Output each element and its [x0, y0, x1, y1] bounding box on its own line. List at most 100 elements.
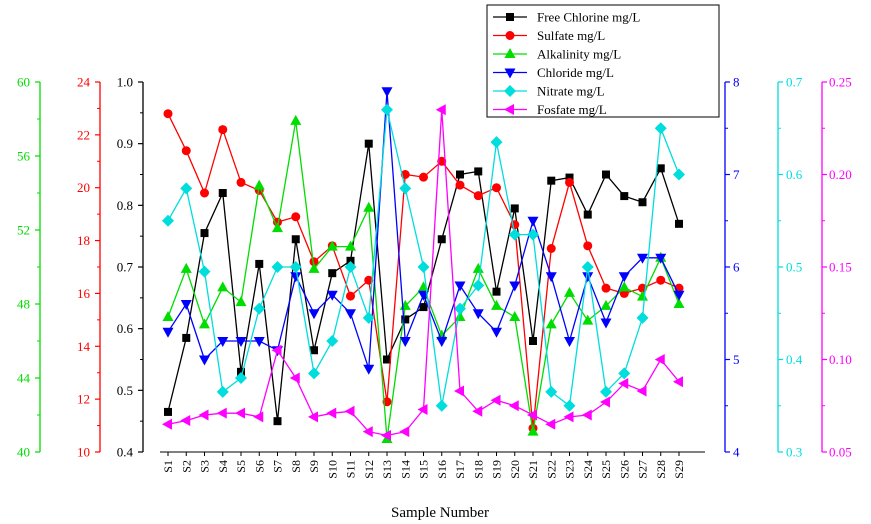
data-point-fc — [328, 269, 337, 278]
data-point-alk — [272, 222, 283, 233]
data-point-fc — [474, 167, 483, 176]
data-point-alk — [637, 290, 648, 301]
data-point-fos — [289, 372, 300, 384]
data-point-fos — [417, 403, 428, 415]
y-tick-label-nit: 0.4 — [786, 352, 803, 367]
x-tick-label: S14 — [398, 460, 412, 479]
y-tick-label-fc: 0.6 — [117, 321, 134, 336]
data-point-chl — [472, 309, 484, 320]
y-tick-label-alk: 48 — [17, 297, 30, 312]
x-tick-label: S25 — [599, 460, 613, 479]
x-tick-label: S26 — [617, 460, 631, 479]
x-tick-label: S6 — [252, 460, 266, 473]
x-tick-label: S21 — [526, 460, 540, 479]
x-tick-label: S9 — [307, 460, 321, 473]
y-tick-label-chl: 4 — [733, 445, 740, 460]
y-tick-label-fos: 0.25 — [829, 75, 852, 90]
data-point-sul — [546, 244, 556, 253]
y-tick-label-chl: 8 — [733, 75, 740, 90]
y-tick-label-fos: 0.15 — [829, 260, 852, 275]
data-point-nit — [508, 228, 521, 241]
data-point-alk — [509, 310, 521, 321]
data-point-fc — [675, 219, 683, 228]
data-point-alk — [162, 310, 174, 321]
y-tick-label-fc: 0.7 — [117, 260, 134, 275]
x-tick-label: S12 — [362, 460, 376, 479]
data-point-alk — [491, 299, 502, 310]
data-point-sul — [200, 188, 209, 198]
y-tick-label-fc: 0.9 — [117, 136, 133, 151]
data-point-alk — [600, 299, 612, 310]
data-point-nit — [545, 385, 558, 398]
x-tick-label: S23 — [563, 460, 577, 479]
data-point-sul — [181, 146, 191, 156]
data-point-nit — [308, 367, 320, 380]
x-tick-label: S13 — [380, 460, 394, 479]
x-tick-label: S7 — [271, 460, 285, 473]
data-point-chl — [290, 272, 302, 283]
data-point-chl — [253, 337, 265, 347]
data-point-alk — [363, 201, 375, 212]
data-point-nit — [581, 261, 594, 273]
data-point-chl — [454, 281, 466, 292]
y-tick-label-chl: 5 — [733, 352, 740, 367]
legend-label: Sulfate mg/L — [537, 28, 605, 43]
data-point-chl — [491, 327, 502, 338]
data-point-sul — [291, 212, 301, 222]
y-tick-label-sul: 10 — [77, 445, 90, 460]
data-point-alk — [290, 114, 302, 125]
data-point-sul — [218, 125, 228, 135]
data-point-fc — [310, 346, 318, 355]
legend-item-nit: Nitrate mg/L — [493, 84, 605, 99]
data-point-alk — [527, 425, 539, 436]
x-axis-title: Sample Number — [391, 505, 489, 521]
data-point-nit — [289, 261, 302, 273]
data-point-fc — [583, 210, 592, 219]
data-point-sul — [309, 257, 319, 267]
data-point-chl — [381, 87, 393, 98]
legend-label: Chloride mg/L — [537, 65, 614, 80]
data-point-fos — [180, 415, 191, 427]
data-point-sul — [473, 191, 483, 201]
data-point-nit — [344, 261, 357, 273]
x-tick-label: S22 — [544, 460, 558, 479]
data-point-fc — [656, 164, 665, 173]
data-point-fos — [545, 418, 556, 430]
y-tick-label-sul: 20 — [77, 180, 90, 195]
data-point-fc — [510, 204, 519, 213]
data-point-fos — [362, 426, 373, 438]
data-point-nit — [435, 399, 448, 412]
data-point-fos — [399, 426, 410, 438]
y-tick-label-nit: 0.5 — [786, 260, 802, 275]
data-point-sul — [583, 241, 593, 251]
data-point-fos — [618, 378, 629, 390]
data-point-fos — [527, 409, 537, 421]
y-tick-label-fc: 0.4 — [117, 445, 134, 460]
data-point-fos — [673, 376, 683, 388]
y-tick-label-alk: 44 — [17, 371, 31, 386]
x-tick-label: S5 — [234, 460, 248, 473]
data-point-fc — [383, 355, 391, 364]
data-point-alk — [454, 310, 466, 321]
x-tick-label: S1 — [161, 460, 175, 473]
data-point-chl — [235, 337, 247, 347]
legend: Free Chlorine mg/L Sulfate mg/L Alkalinity… — [486, 4, 720, 118]
y-tick-label-fc: 0.8 — [117, 198, 133, 213]
series-line-nit — [167, 109, 680, 407]
x-tick-label: S28 — [654, 460, 668, 479]
series-chl — [162, 87, 685, 375]
data-point-nit — [198, 265, 211, 278]
data-point-chl — [509, 281, 521, 292]
x-tick-label: S4 — [216, 460, 230, 473]
data-point-nit — [417, 261, 430, 273]
data-point-alk — [345, 240, 356, 251]
series-nit — [162, 103, 685, 412]
data-point-chl — [363, 364, 375, 375]
data-point-alk — [199, 318, 210, 329]
data-point-sul — [492, 183, 501, 193]
data-point-nit — [253, 302, 266, 315]
data-point-fos — [271, 344, 282, 356]
data-point-fos — [654, 354, 665, 365]
x-tick-label: S20 — [508, 460, 522, 479]
